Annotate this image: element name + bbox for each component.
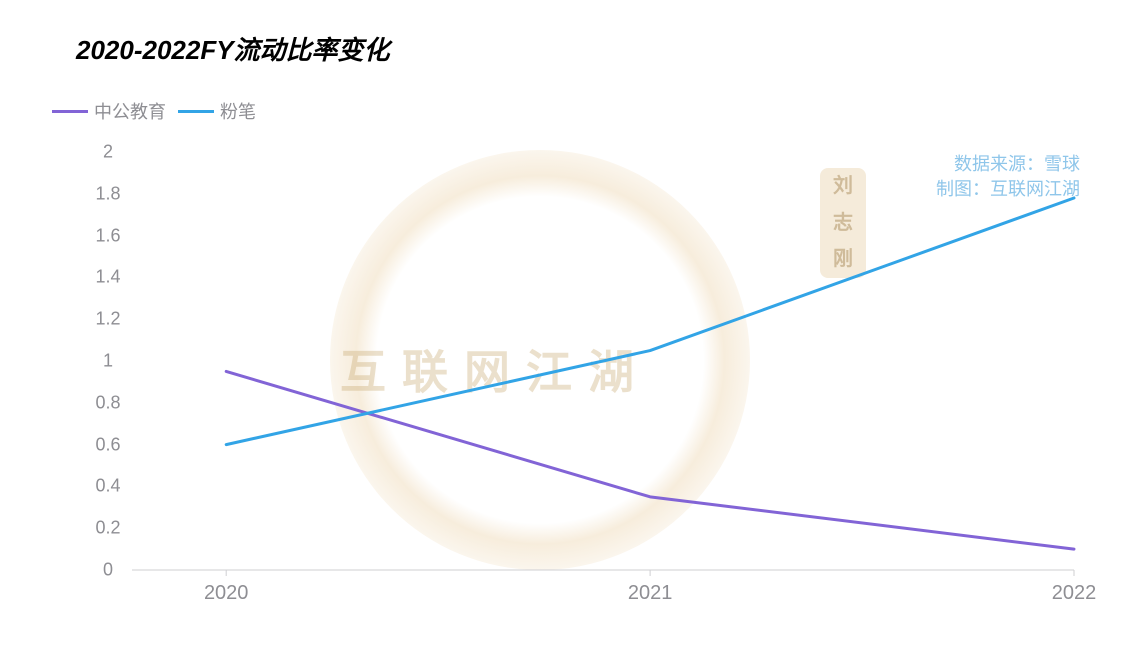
y-tick-label: 0.4: [95, 476, 120, 497]
chart-svg: [132, 152, 1074, 570]
y-tick-label: 0: [103, 560, 113, 581]
chart-title: 2020-2022FY流动比率变化: [76, 30, 390, 67]
x-tick-label: 2021: [628, 582, 673, 605]
y-tick-label: 0.6: [95, 434, 120, 455]
y-tick-label: 1: [103, 351, 113, 372]
legend: 中公教育 粉笔: [52, 98, 256, 124]
legend-item-0: 中公教育: [52, 98, 166, 124]
legend-label-0: 中公教育: [94, 98, 166, 124]
y-tick-label: 0.8: [95, 392, 120, 413]
x-tick-label: 2020: [204, 582, 249, 605]
legend-swatch-0: [52, 110, 88, 113]
y-tick-label: 1.8: [95, 183, 120, 204]
y-tick-label: 0.2: [95, 518, 120, 539]
legend-item-1: 粉笔: [178, 98, 256, 124]
y-tick-label: 1.4: [95, 267, 120, 288]
legend-label-1: 粉笔: [220, 98, 256, 124]
y-tick-label: 1.6: [95, 225, 120, 246]
x-tick-label: 2022: [1052, 582, 1097, 605]
legend-swatch-1: [178, 110, 214, 113]
y-tick-label: 1.2: [95, 309, 120, 330]
plot-area: [132, 152, 1074, 570]
series-line-0: [226, 371, 1074, 549]
y-tick-label: 2: [103, 142, 113, 163]
